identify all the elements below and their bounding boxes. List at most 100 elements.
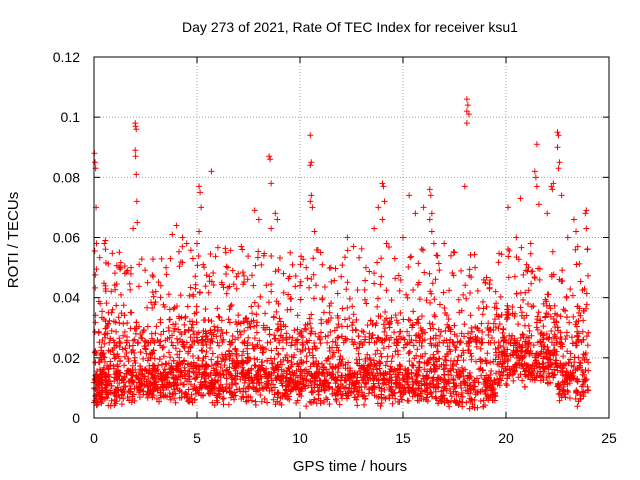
data-point xyxy=(570,313,577,320)
data-point xyxy=(251,207,258,214)
data-point xyxy=(231,396,238,403)
data-point xyxy=(113,302,120,309)
data-point xyxy=(561,379,568,386)
data-point xyxy=(286,273,293,280)
data-point xyxy=(187,334,194,341)
data-point xyxy=(110,365,117,372)
data-point xyxy=(574,333,581,340)
data-point xyxy=(455,353,462,360)
data-point xyxy=(305,345,312,352)
data-point xyxy=(114,374,121,381)
data-point xyxy=(566,319,573,326)
data-point xyxy=(441,365,448,372)
data-point xyxy=(540,377,547,384)
data-point xyxy=(310,375,317,382)
data-point xyxy=(436,374,442,381)
data-point xyxy=(317,340,324,347)
data-point xyxy=(466,346,473,353)
data-point xyxy=(149,394,156,401)
data-point xyxy=(237,331,244,338)
data-point xyxy=(268,180,275,187)
data-point xyxy=(280,289,287,296)
data-point xyxy=(386,320,393,327)
data-point xyxy=(255,303,262,310)
data-point xyxy=(110,363,117,370)
data-point xyxy=(331,277,338,284)
data-point xyxy=(344,247,351,254)
data-point xyxy=(396,287,403,294)
data-point xyxy=(105,260,112,267)
data-point xyxy=(304,339,311,346)
data-point xyxy=(162,375,169,382)
data-point xyxy=(426,216,433,223)
data-point xyxy=(358,245,365,252)
data-point xyxy=(193,303,200,310)
data-point xyxy=(447,357,454,364)
data-point xyxy=(436,267,443,274)
data-point xyxy=(149,350,156,357)
data-point xyxy=(458,267,465,274)
data-point xyxy=(155,373,162,380)
data-point xyxy=(96,366,103,373)
data-point xyxy=(583,290,590,297)
data-point xyxy=(235,312,242,319)
data-point xyxy=(325,319,332,326)
data-point xyxy=(480,403,487,410)
data-point xyxy=(230,281,237,288)
data-point xyxy=(460,357,467,364)
data-point xyxy=(240,348,247,355)
data-point xyxy=(176,354,183,361)
data-point xyxy=(214,354,221,361)
data-point xyxy=(458,389,465,396)
data-point xyxy=(349,336,356,343)
data-point xyxy=(391,389,398,396)
data-point xyxy=(378,336,385,343)
data-point xyxy=(192,362,199,369)
data-point xyxy=(324,339,331,346)
data-point xyxy=(326,309,333,316)
data-point xyxy=(341,316,348,323)
data-point xyxy=(218,358,225,365)
data-point xyxy=(303,377,310,384)
data-point xyxy=(97,351,104,358)
data-point xyxy=(471,251,478,258)
data-point xyxy=(282,378,289,385)
data-point xyxy=(184,370,191,377)
data-point xyxy=(226,306,233,313)
data-point xyxy=(192,387,199,394)
data-point xyxy=(242,388,249,395)
data-point xyxy=(375,394,382,401)
data-point xyxy=(344,323,351,330)
data-point xyxy=(232,364,239,371)
data-point xyxy=(432,365,439,372)
data-point xyxy=(396,333,403,340)
data-point xyxy=(525,301,532,308)
data-point xyxy=(521,315,528,322)
data-point xyxy=(377,402,384,409)
data-point xyxy=(507,336,514,343)
data-point xyxy=(531,168,538,175)
data-point xyxy=(531,365,538,372)
data-point xyxy=(267,156,274,163)
data-point xyxy=(384,358,391,365)
data-point xyxy=(528,280,535,287)
data-point xyxy=(557,313,564,320)
data-point xyxy=(282,323,289,330)
data-point xyxy=(196,183,203,190)
data-point xyxy=(519,331,526,338)
data-point xyxy=(377,281,384,288)
data-point xyxy=(434,383,441,390)
data-point xyxy=(283,387,290,394)
data-point xyxy=(475,379,482,386)
data-point xyxy=(495,344,502,351)
data-point xyxy=(459,367,466,374)
data-point xyxy=(336,401,343,408)
data-point xyxy=(181,364,188,371)
data-point xyxy=(148,330,155,337)
data-point xyxy=(496,382,503,389)
data-point xyxy=(417,353,424,360)
data-point xyxy=(190,291,197,298)
data-point xyxy=(307,330,314,337)
data-point xyxy=(461,183,468,190)
